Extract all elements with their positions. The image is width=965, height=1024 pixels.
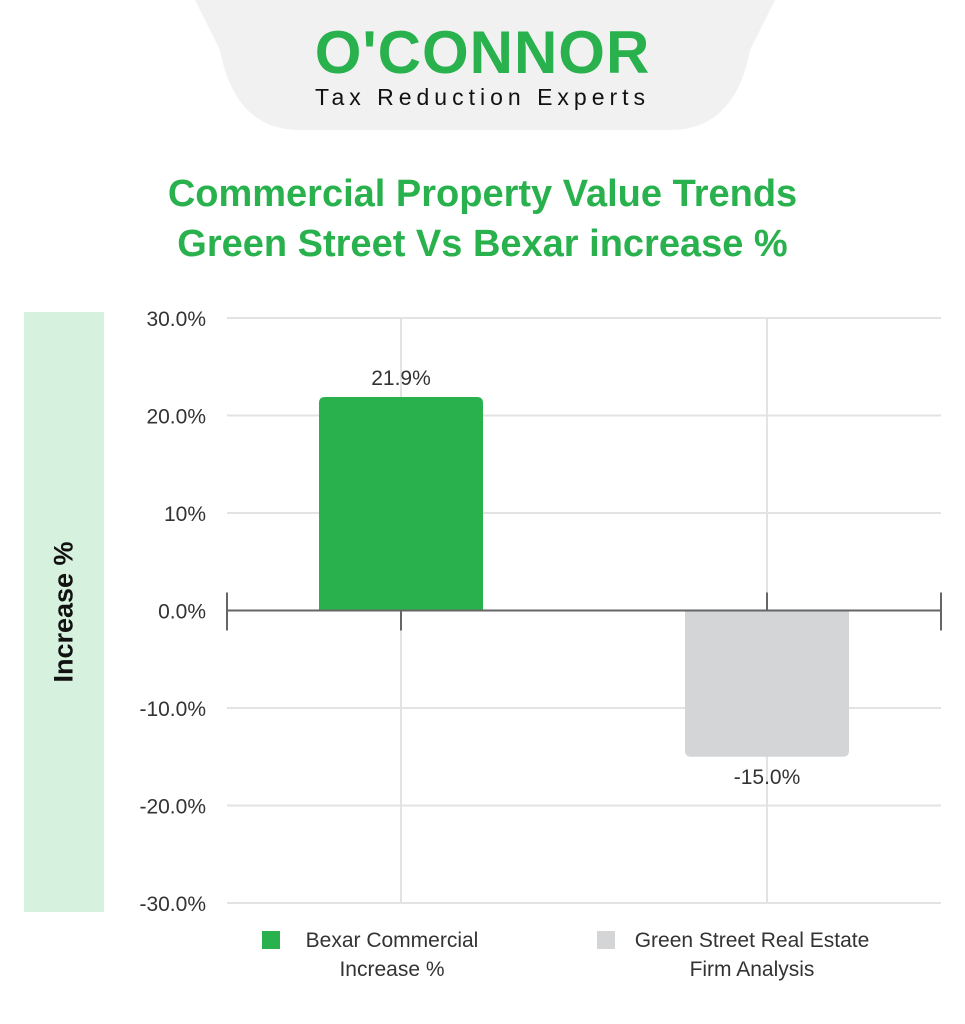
bar [319,396,483,611]
chart-title-line-2: Green Street Vs Bexar increase % [177,223,788,265]
y-tick-label: -10.0% [139,698,206,721]
y-tick-label: 10% [164,503,206,526]
legend-swatch-gray [597,931,615,949]
legend-swatch-green [262,931,280,949]
logo-tagline: Tax Reduction Experts [314,84,651,110]
logo-brand: O'CONNOR [314,19,651,86]
legend-label: Green Street Real Estate [634,929,870,952]
legend-label: Increase % [339,958,445,981]
bar [685,610,849,757]
y-tick-label: 30.0% [146,308,206,331]
y-axis-label-box [24,312,104,912]
chart-title-line-1: Commercial Property Value Trends [167,173,798,215]
legend-label: Bexar Commercial [305,929,479,952]
y-tick-label: -20.0% [139,796,206,819]
logo-background [195,0,775,130]
y-tick-label: 20.0% [146,406,206,429]
data-label: 21.9% [371,367,431,390]
data-label: -15.0% [734,766,801,789]
legend-item-green-street: Green Street Real Estate Firm Analysis [597,926,907,984]
legend-item-bexar: Bexar Commercial Increase % [262,926,522,984]
y-tick-label: 0.0% [158,601,206,624]
y-tick-label: -30.0% [139,893,206,916]
legend-label: Firm Analysis [689,958,815,981]
